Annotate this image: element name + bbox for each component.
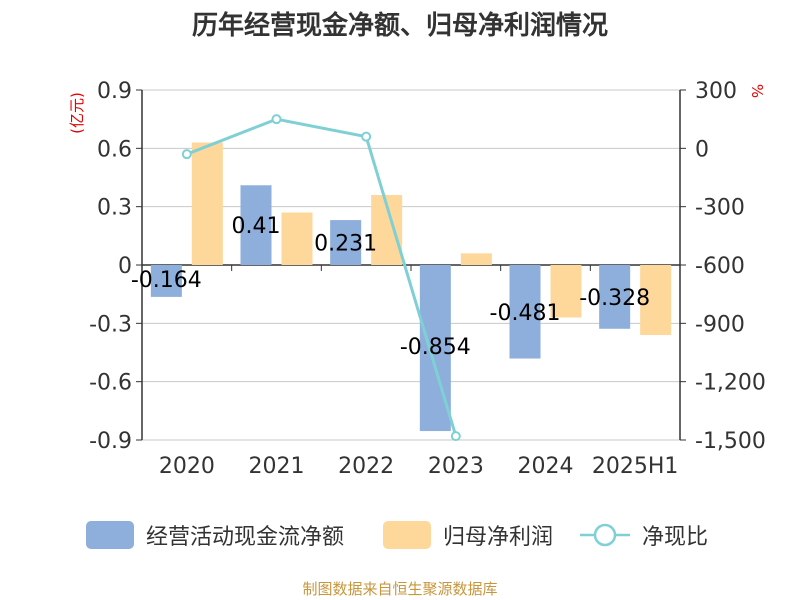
ratio-point: [450, 431, 461, 442]
bar-net-profit: [640, 265, 672, 335]
right-axis-tick-label: 300: [695, 79, 737, 104]
left-axis-tick-label: 0.3: [97, 196, 132, 221]
left-axis-tick-label: 0: [118, 254, 132, 279]
data-label-cashflow: 0.41: [232, 214, 281, 239]
legend: 经营活动现金流净额 归母净利润 净现比: [86, 521, 708, 550]
legend-swatch-cashflow: [86, 521, 134, 549]
x-axis-tick-label: 2020: [159, 454, 215, 479]
left-axis-tick-label: -0.6: [89, 371, 132, 396]
right-axis-tick-label: -1,200: [695, 371, 766, 396]
legend-swatch-net-profit: [383, 521, 431, 549]
bar-marks: [150, 142, 672, 432]
data-labels: -0.164 0.41 0.231 -0.854 -0.481 -0.328: [131, 214, 650, 360]
line-series: [181, 114, 461, 442]
bar-cashflow: [150, 265, 182, 297]
bar-net-profit: [550, 265, 582, 318]
ratio-line: [186, 117, 458, 437]
x-axis-tick-label: 2024: [518, 454, 574, 479]
left-axis-tick-label: 0.9: [97, 79, 132, 104]
bar-net-profit: [281, 212, 313, 265]
bar-cashflow: [330, 220, 362, 265]
right-axis-tick-label: -1,500: [695, 429, 766, 454]
left-axis-tick-label: -0.9: [89, 429, 132, 454]
x-axis-tick-label: 2022: [338, 454, 394, 479]
left-axis-tick-label: 0.6: [97, 137, 132, 162]
right-axis-tick-label: -300: [695, 196, 745, 221]
right-axis-tick-label: -900: [695, 312, 745, 337]
data-label-cashflow: -0.328: [579, 286, 650, 311]
ratio-point: [361, 131, 372, 142]
x-axis-tick-label: 2023: [428, 454, 484, 479]
source-note: 制图数据来自恒生聚源数据库: [302, 580, 497, 598]
data-label-cashflow: 0.231: [314, 232, 377, 257]
left-axis-tick-label: -0.3: [89, 312, 132, 337]
legend-label-cashflow: 经营活动现金流净额: [146, 525, 344, 550]
x-axis-tick-label: 2025H1: [592, 454, 679, 479]
bar-net-profit: [460, 253, 492, 265]
right-axis-tick-label: -600: [695, 254, 745, 279]
legend-label-ratio: 净现比: [642, 525, 708, 550]
data-label-cashflow: -0.481: [490, 301, 561, 326]
right-axis-unit: %: [748, 84, 766, 98]
bar-cashflow: [599, 265, 631, 329]
data-label-cashflow: -0.854: [400, 335, 471, 360]
axes: 0.9 0.6 0.3 0 -0.3 -0.6 -0.9 300 0 -300 -600 -900 -1…: [89, 79, 766, 479]
left-axis-unit: (亿元): [68, 92, 86, 134]
ratio-point: [271, 114, 282, 125]
bar-net-profit: [191, 142, 223, 265]
bar-cashflow: [240, 185, 272, 265]
chart-title: 历年经营现金净额、归母净利润情况: [192, 10, 608, 41]
right-axis-tick-label: 0: [695, 137, 709, 162]
legend-marker-ratio: [593, 523, 617, 547]
x-axis-tick-label: 2021: [249, 454, 305, 479]
ratio-point: [181, 149, 192, 160]
bar-cashflow: [509, 265, 541, 359]
data-label-cashflow: -0.164: [131, 268, 202, 293]
legend-label-net-profit: 归母净利润: [443, 525, 553, 550]
